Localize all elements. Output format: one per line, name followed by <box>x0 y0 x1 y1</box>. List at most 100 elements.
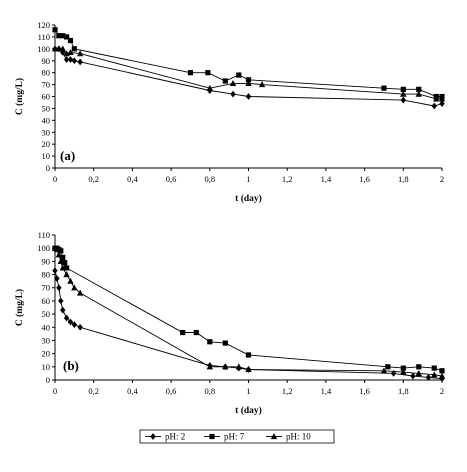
x-tick-label-a: 1,8 <box>398 174 409 184</box>
data-point-a-2 <box>76 50 84 57</box>
x-tick-label-b: 0,4 <box>127 386 138 396</box>
y-tick-label-b: 70 <box>42 283 51 293</box>
x-tick-label-b: 1 <box>246 386 250 396</box>
data-point-b-0 <box>63 314 70 322</box>
data-point-a-2 <box>59 45 66 52</box>
data-point-b-1 <box>245 352 252 358</box>
panel-label-a: (a) <box>60 148 75 163</box>
data-point-b-2 <box>53 246 61 253</box>
data-point-b-2 <box>71 284 78 291</box>
x-tick-label-a: 0 <box>53 174 57 184</box>
data-point-b-2 <box>206 363 213 370</box>
data-point-b-2 <box>67 277 74 284</box>
x-tick-label-a: 1,2 <box>282 174 293 184</box>
data-point-b-0 <box>67 318 74 326</box>
data-point-a-0 <box>245 93 252 100</box>
data-point-b-0 <box>54 275 60 282</box>
data-point-b-1 <box>180 329 186 336</box>
y-tick-label-b: 40 <box>42 322 51 332</box>
data-point-b-0 <box>410 372 416 380</box>
data-point-a-1 <box>60 33 66 39</box>
data-point-b-1 <box>207 339 213 345</box>
y-tick-label-a: 10 <box>42 151 51 161</box>
data-point-b-1 <box>416 364 422 370</box>
data-point-b-1 <box>439 368 445 374</box>
data-point-b-0 <box>52 267 58 274</box>
y-tick-label-a: 100 <box>37 44 50 54</box>
data-point-a-1 <box>416 86 422 92</box>
x-tick-label-a: 0,6 <box>166 174 177 184</box>
data-point-b-1 <box>385 364 391 370</box>
data-point-b-2 <box>415 370 422 377</box>
data-point-b-0 <box>60 306 66 314</box>
legend-label-2: pH: 10 <box>286 432 311 442</box>
y-tick-label-a: 40 <box>42 115 51 125</box>
data-point-a-1 <box>381 85 387 91</box>
data-point-a-1 <box>52 27 58 33</box>
y-tick-label-b: 100 <box>37 243 50 253</box>
y-axis-title-a: C (mg/L) <box>14 78 25 115</box>
y-tick-label-b: 30 <box>42 335 51 345</box>
data-point-b-0 <box>56 284 62 292</box>
data-point-b-1 <box>58 248 64 254</box>
x-tick-label-b: 0,2 <box>88 386 99 396</box>
data-point-a-1 <box>187 70 194 76</box>
y-axis-title-b: C (mg/L) <box>14 289 25 326</box>
data-point-a-1 <box>222 78 228 84</box>
legend-label-1: pH: 7 <box>224 432 245 442</box>
legend-marker-0 <box>150 433 156 440</box>
y-tick-label-b: 0 <box>46 375 50 385</box>
x-tick-label-b: 1,8 <box>398 386 409 396</box>
data-point-b-2 <box>59 264 66 271</box>
data-point-a-2 <box>245 79 252 86</box>
data-point-b-1 <box>222 340 228 346</box>
data-point-b-2 <box>57 257 65 264</box>
legend-marker-1 <box>209 433 215 440</box>
data-point-a-2 <box>67 49 74 56</box>
data-point-b-0 <box>71 321 78 329</box>
data-point-b-0 <box>58 297 64 305</box>
data-point-a-1 <box>56 33 62 39</box>
x-tick-label-a: 0,8 <box>204 174 215 184</box>
data-point-a-1 <box>205 70 211 76</box>
data-point-a-1 <box>245 77 252 83</box>
data-point-b-0 <box>439 375 445 383</box>
x-tick-label-a: 0,2 <box>88 174 99 184</box>
data-point-b-1 <box>62 260 68 266</box>
x-tick-label-b: 0,8 <box>204 386 215 396</box>
legend-marker-2 <box>270 433 278 440</box>
data-point-b-1 <box>400 365 406 371</box>
data-point-b-1 <box>431 365 437 371</box>
y-tick-label-b: 80 <box>42 270 51 280</box>
series-line-a-2 <box>55 48 442 100</box>
data-point-b-1 <box>60 254 66 261</box>
data-point-b-2 <box>245 366 252 373</box>
data-point-a-0 <box>63 56 70 63</box>
data-point-b-1 <box>193 329 199 336</box>
data-point-a-1 <box>67 37 74 44</box>
y-tick-label-a: 110 <box>38 32 50 42</box>
x-tick-label-a: 1,6 <box>359 174 370 184</box>
x-tick-label-b: 1,6 <box>359 386 370 396</box>
x-tick-label-b: 0 <box>53 386 57 396</box>
data-point-b-2 <box>235 363 243 370</box>
x-tick-label-a: 1 <box>246 174 250 184</box>
data-point-a-0 <box>67 56 74 63</box>
y-tick-label-a: 120 <box>37 20 50 30</box>
y-tick-label-a: 60 <box>42 92 51 102</box>
chart-panel-b: 0 10 20 30 40 50 60 70 80 90 100 110 0 0,2 0,4 0,6 0,8 1 1… <box>14 230 446 416</box>
y-tick-label-a: 30 <box>42 127 51 137</box>
x-tick-label-b: 1,2 <box>282 386 293 396</box>
data-point-a-0 <box>230 90 236 98</box>
data-point-a-0 <box>60 49 66 56</box>
data-point-a-2 <box>432 95 440 102</box>
x-axis-title-b: t (day) <box>235 405 262 416</box>
x-tick-label-b: 2 <box>440 386 444 396</box>
y-tick-label-a: 70 <box>42 80 51 90</box>
data-point-a-0 <box>439 100 445 108</box>
data-point-b-2 <box>380 367 388 374</box>
x-axis-title-a: t (day) <box>235 193 262 204</box>
data-point-b-1 <box>64 265 70 271</box>
panel-label-b: (b) <box>63 358 79 373</box>
